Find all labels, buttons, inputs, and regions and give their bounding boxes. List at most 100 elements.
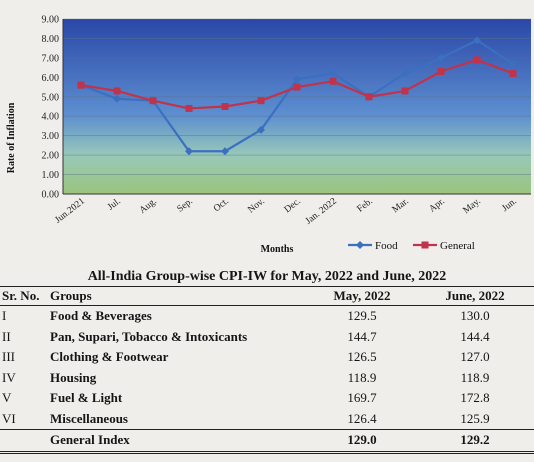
- data-point-general: [257, 97, 265, 105]
- y-axis-ticks: 0.00 1.00 2.00 3.00 4.00 5.00 6.00 7.00 8.00 9.00: [42, 15, 60, 201]
- group-name: Miscellaneous: [50, 410, 128, 426]
- june-value: 144.4: [460, 328, 490, 344]
- june-value: 129.2: [460, 432, 490, 448]
- y-tick-label: 6.00: [42, 73, 60, 84]
- group-name: General Index: [50, 432, 130, 448]
- header-sr-no: Sr. No.: [2, 288, 40, 303]
- y-tick-label: 4.00: [42, 112, 60, 123]
- sr-no: III: [2, 349, 15, 365]
- table-row: V Fuel & Light 169.7 172.8: [0, 388, 534, 409]
- data-point-general: [365, 93, 373, 101]
- x-axis-title: Months: [261, 244, 294, 255]
- x-tick-label: Jun.: [500, 196, 518, 213]
- group-name: Food & Beverages: [50, 308, 152, 324]
- data-point-general: [401, 87, 409, 95]
- table-title: All-India Group-wise CPI-IW for May, 202…: [87, 269, 447, 284]
- sr-no: IV: [2, 369, 16, 385]
- legend-label-food: Food: [375, 240, 398, 252]
- header-groups: Groups: [50, 288, 92, 303]
- y-tick-label: 0.00: [42, 190, 60, 201]
- table-row: III Clothing & Footwear 126.5 127.0: [0, 347, 534, 368]
- june-value: 127.0: [460, 349, 490, 365]
- legend: Food General: [348, 240, 475, 252]
- legend-marker-food: [356, 241, 364, 249]
- june-value: 172.8: [460, 390, 490, 406]
- sr-no: I: [2, 308, 7, 324]
- may-value: 144.7: [347, 328, 377, 344]
- y-tick-label: 9.00: [42, 15, 60, 26]
- group-name: Clothing & Footwear: [50, 349, 169, 365]
- data-point-food: [329, 69, 337, 78]
- table-row: IV Housing 118.9 118.9: [0, 368, 534, 389]
- data-point-general: [509, 69, 517, 77]
- inflation-line-chart: 0.00 1.00 2.00 3.00 4.00 5.00 6.00 7.00 8.00 9.00…: [6, 15, 531, 255]
- data-point-general: [77, 81, 85, 89]
- table-row: VI Miscellaneous 126.4 125.9: [0, 409, 534, 430]
- x-tick-label: Jul.: [106, 196, 123, 212]
- y-tick-label: 2.00: [42, 151, 60, 162]
- x-tick-label: Oct.: [212, 196, 231, 214]
- x-tick-label: Feb.: [356, 196, 375, 214]
- sr-no: II: [2, 328, 11, 344]
- x-tick-label: Jan. 2022: [304, 196, 339, 226]
- data-point-general: [149, 97, 157, 105]
- may-value: 169.7: [347, 390, 377, 406]
- data-point-general: [437, 68, 445, 75]
- june-value: 130.0: [460, 308, 490, 324]
- header-may-2022: May, 2022: [333, 288, 391, 303]
- x-tick-label: Apr.: [428, 196, 447, 214]
- data-point-general: [185, 104, 193, 112]
- x-tick-label: Dec.: [283, 196, 303, 215]
- y-tick-label: 8.00: [42, 34, 60, 45]
- sr-no: VI: [2, 410, 16, 426]
- y-tick-label: 1.00: [42, 170, 60, 181]
- may-value: 118.9: [347, 369, 377, 385]
- header-june-2022: June, 2022: [445, 288, 505, 303]
- data-point-food: [257, 125, 265, 134]
- x-tick-label: Jun.2021: [53, 196, 87, 225]
- series-lines: [77, 36, 517, 156]
- cpi-table: Sr. No. Groups May, 2022 June, 2022 I Fo…: [0, 286, 534, 454]
- table-header-row: Sr. No. Groups May, 2022 June, 2022: [0, 286, 534, 306]
- data-point-general: [473, 56, 481, 64]
- data-point-food: [473, 36, 481, 45]
- group-name: Housing: [50, 369, 97, 385]
- data-point-food: [293, 75, 301, 84]
- legend-label-general: General: [440, 240, 475, 252]
- legend-marker-general: [421, 241, 429, 249]
- y-tick-label: 5.00: [42, 92, 60, 103]
- may-value: 129.5: [347, 308, 377, 324]
- sr-no: [0, 430, 50, 453]
- data-point-food: [509, 59, 517, 68]
- may-value: 126.4: [347, 410, 377, 426]
- data-point-general: [293, 83, 301, 91]
- y-axis-title: Rate of Inflation: [6, 102, 17, 173]
- data-point-general: [329, 77, 337, 85]
- data-point-food: [401, 69, 409, 78]
- y-tick-label: 3.00: [42, 131, 60, 142]
- data-point-food: [185, 147, 193, 156]
- x-tick-label: Nov.: [246, 196, 266, 215]
- june-value: 125.9: [460, 410, 490, 426]
- data-point-food: [437, 53, 445, 62]
- table-row: II Pan, Supari, Tobacco & Intoxicants 14…: [0, 327, 534, 348]
- table-total-row: General Index 129.0 129.2: [0, 429, 534, 453]
- table-row: I Food & Beverages 129.5 130.0: [0, 306, 534, 327]
- data-point-food: [113, 94, 121, 103]
- y-tick-label: 7.00: [42, 53, 60, 64]
- plot-area: [63, 19, 531, 194]
- x-tick-label: May.: [462, 196, 483, 216]
- group-name: Pan, Supari, Tobacco & Intoxicants: [50, 328, 248, 344]
- data-point-food: [221, 147, 229, 156]
- x-tick-label: Sep.: [176, 196, 195, 214]
- x-tick-label: Aug.: [138, 196, 159, 215]
- may-value: 129.0: [347, 432, 377, 448]
- group-name: Fuel & Light: [50, 390, 123, 406]
- sr-no: V: [2, 390, 12, 406]
- june-value: 118.9: [460, 369, 490, 385]
- data-point-general: [221, 103, 229, 110]
- data-point-general: [113, 87, 121, 95]
- may-value: 126.5: [347, 349, 377, 365]
- x-tick-label: Mar.: [391, 196, 411, 215]
- x-axis-ticks: Jun.2021 Jul. Aug. Sep. Oct. Nov. Dec. Jan. 202…: [53, 196, 518, 226]
